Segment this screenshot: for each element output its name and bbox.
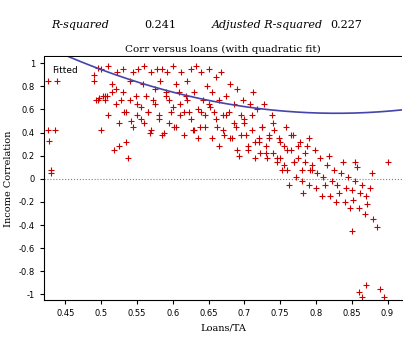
Line: Fitted: Fitted [44, 46, 401, 113]
Title: Corr versus loans (with quadratic fit): Corr versus loans (with quadratic fit) [125, 45, 320, 54]
Legend: Fitted: Fitted [48, 62, 81, 78]
Fitted [399, 108, 403, 112]
Text: 0.227: 0.227 [329, 21, 361, 30]
Fitted [343, 111, 348, 115]
Y-axis label: Income Correlation: Income Correlation [4, 131, 13, 227]
Fitted [333, 111, 338, 115]
Fitted [41, 44, 46, 48]
Text: 0.241: 0.241 [144, 21, 176, 30]
Fitted [253, 106, 258, 110]
Fitted [260, 107, 265, 111]
X-axis label: Loans/TA: Loans/TA [200, 324, 245, 333]
Fitted [43, 44, 47, 48]
Text: R-squared: R-squared [51, 21, 109, 30]
Text: Adjusted R-squared: Adjusted R-squared [212, 21, 322, 30]
Fitted [254, 106, 259, 110]
Fitted [366, 111, 371, 115]
